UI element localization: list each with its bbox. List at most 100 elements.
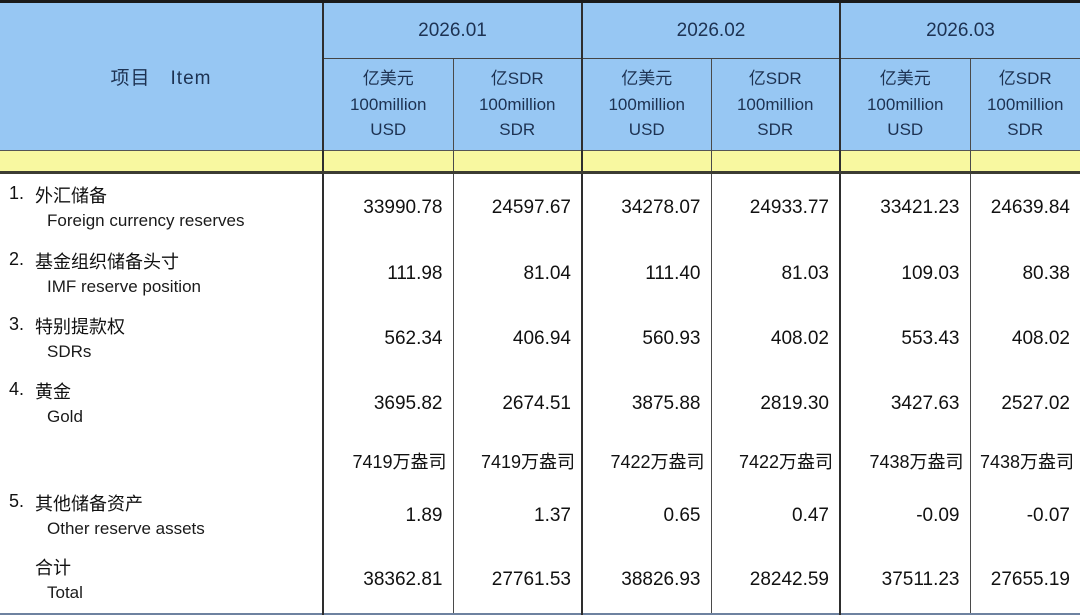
label-en: Total	[47, 583, 83, 603]
value-cell: 7419万盎司	[452, 437, 582, 485]
label-en: Gold	[47, 407, 83, 427]
value-cell: 24639.84	[969, 172, 1080, 242]
label-en: Other reserve assets	[47, 518, 205, 538]
unit-line: 亿美元	[362, 69, 414, 89]
value-cell: 111.98	[322, 241, 453, 307]
value-cell: 0.47	[710, 484, 840, 548]
unit-line: SDR	[1007, 120, 1044, 140]
value-cell: 24597.67	[452, 172, 582, 242]
value-cell: 7422万盎司	[581, 437, 711, 485]
table-row-gold-ounces: 7419万盎司 7419万盎司 7422万盎司 7422万盎司 7438万盎司 …	[0, 437, 1080, 485]
value-cell: 7419万盎司	[322, 437, 453, 485]
unit-line: 亿SDR	[490, 69, 544, 89]
value-cell: 3427.63	[839, 370, 970, 438]
value-cell: 33421.23	[839, 172, 970, 242]
label-zh: 其他储备资产	[35, 493, 143, 514]
month-header-row: 项目 Item 2026.01 2026.02 2026.03	[0, 1, 1080, 151]
value-cell: -0.09	[839, 484, 970, 548]
month-header-2026-01: 2026.01	[322, 1, 582, 59]
value-cell: 0.65	[581, 484, 711, 548]
value-cell: -0.07	[969, 484, 1080, 548]
value-cell: 111.40	[581, 241, 711, 307]
unit-header-usd: 亿美元 100million USD	[322, 58, 453, 151]
table-row-sdrs: 3. 特别提款权 SDRs 562.34 406.94 560.93 408.0…	[0, 306, 1080, 371]
table-row-gold: 4. 黄金 Gold 3695.82 2674.51 3875.88 2819.…	[0, 370, 1080, 438]
table-row-foreign-currency-reserves: 1. 外汇储备 Foreign currency reserves 33990.…	[0, 172, 1080, 242]
unit-header-sdr: 亿SDR 100million SDR	[452, 58, 582, 151]
month-header-2026-03: 2026.03	[839, 1, 1080, 59]
item-cell: 2. 基金组织储备头寸 IMF reserve position	[0, 241, 323, 307]
unit-header-sdr: 亿SDR 100million SDR	[969, 58, 1080, 151]
unit-line: 亿SDR	[748, 69, 802, 89]
value-cell: 562.34	[322, 306, 453, 371]
spacer-band-cell	[839, 150, 970, 174]
spacer-band-cell	[710, 150, 840, 174]
label-en: IMF reserve position	[47, 276, 201, 296]
item-cell: 4. 黄金 Gold	[0, 370, 323, 438]
value-cell: 80.38	[969, 241, 1080, 307]
value-cell: 7438万盎司	[969, 437, 1080, 485]
value-cell: 34278.07	[581, 172, 711, 242]
spacer-band-cell	[969, 150, 1080, 174]
label-en: SDRs	[47, 341, 92, 361]
value-cell: 33990.78	[322, 172, 453, 242]
value-cell: 24933.77	[710, 172, 840, 242]
label-zh: 合计	[35, 558, 71, 579]
unit-line: 100million	[736, 94, 814, 114]
label-en: Foreign currency reserves	[47, 210, 245, 230]
unit-header-sdr: 亿SDR 100million SDR	[710, 58, 840, 151]
value-cell: 27655.19	[969, 547, 1080, 614]
value-cell: 3695.82	[322, 370, 453, 438]
item-cell	[0, 437, 323, 485]
row-number: 3.	[9, 313, 25, 334]
spacer-band-cell	[581, 150, 711, 174]
value-cell: 38826.93	[581, 547, 711, 614]
unit-line: SDR	[757, 120, 794, 140]
unit-line: 亿美元	[879, 69, 931, 89]
value-cell: 81.03	[710, 241, 840, 307]
month-header-2026-02: 2026.02	[581, 1, 840, 59]
unit-line: 100million	[608, 94, 686, 114]
value-cell: 3875.88	[581, 370, 711, 438]
value-cell: 406.94	[452, 306, 582, 371]
value-cell: 81.04	[452, 241, 582, 307]
unit-header-row: 亿美元 100million USD 亿SDR 100million SDR 亿…	[0, 58, 1080, 151]
unit-line: 100million	[866, 94, 944, 114]
item-cell: 5. 其他储备资产 Other reserve assets	[0, 484, 323, 548]
table-row-other-reserve-assets: 5. 其他储备资产 Other reserve assets 1.89 1.37…	[0, 484, 1080, 548]
table-row-imf-reserve-position: 2. 基金组织储备头寸 IMF reserve position 111.98 …	[0, 241, 1080, 307]
item-cell: 合计 Total	[0, 547, 323, 614]
value-cell: 2819.30	[710, 370, 840, 438]
row-number: 4.	[9, 379, 25, 400]
value-cell: 1.37	[452, 484, 582, 548]
label-zh: 黄金	[35, 382, 71, 403]
unit-line: USD	[887, 120, 924, 140]
value-cell: 1.89	[322, 484, 453, 548]
value-cell: 2527.02	[969, 370, 1080, 438]
row-number: 1.	[9, 182, 25, 203]
yellow-spacer-row	[0, 150, 1080, 174]
item-column-header: 项目 Item	[0, 1, 323, 151]
value-cell: 28242.59	[710, 547, 840, 614]
row-number: 2.	[9, 248, 25, 269]
value-cell: 27761.53	[452, 547, 582, 614]
label-zh: 外汇储备	[35, 185, 107, 206]
spacer-band-cell	[322, 150, 453, 174]
unit-line: USD	[370, 120, 407, 140]
table-row-total: 合计 Total 38362.81 27761.53 38826.93 2824…	[0, 547, 1080, 614]
unit-header-usd: 亿美元 100million USD	[581, 58, 711, 151]
value-cell: 7422万盎司	[710, 437, 840, 485]
unit-line: USD	[628, 120, 665, 140]
value-cell: 109.03	[839, 241, 970, 307]
value-cell: 7438万盎司	[839, 437, 970, 485]
spacer-band-cell	[0, 150, 323, 174]
value-cell: 560.93	[581, 306, 711, 371]
unit-header-usd: 亿美元 100million USD	[839, 58, 970, 151]
unit-line: 100million	[349, 94, 427, 114]
label-zh: 特别提款权	[35, 316, 125, 337]
unit-line: 亿SDR	[998, 69, 1052, 89]
value-cell: 408.02	[969, 306, 1080, 371]
value-cell: 2674.51	[452, 370, 582, 438]
